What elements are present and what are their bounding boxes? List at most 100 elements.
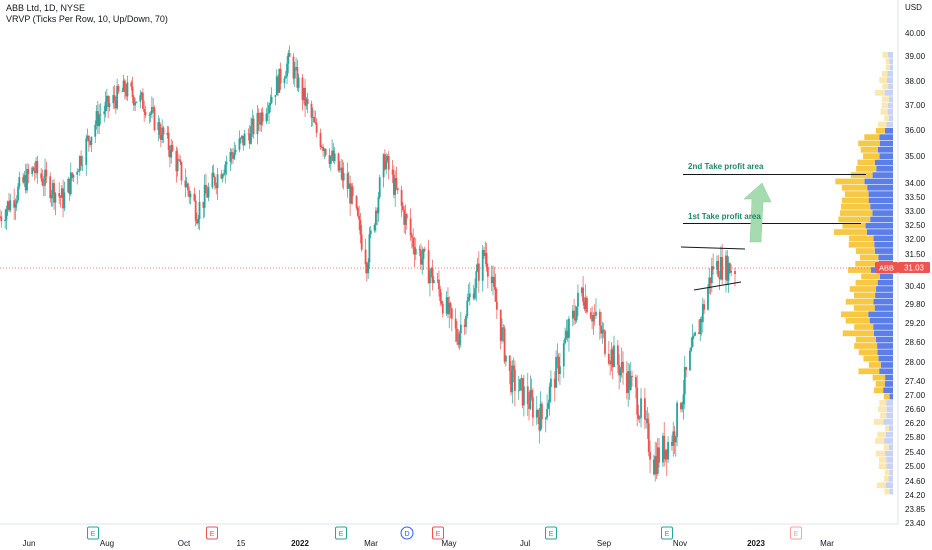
volume-profile-row (858, 349, 893, 356)
candle (385, 152, 388, 175)
volume-profile-row (854, 324, 893, 330)
volume-profile (833, 52, 893, 495)
candle (580, 286, 583, 297)
candle (647, 412, 650, 457)
candle (68, 178, 71, 201)
candle (721, 243, 724, 285)
indicator-title[interactable]: VRVP (Ticks Per Row, 10, Up/Down, 70) (6, 14, 168, 24)
price-tick-label: 25.80 (905, 433, 926, 442)
volume-profile-row (842, 222, 893, 229)
dividend-marker[interactable]: D (400, 526, 414, 540)
candle (400, 185, 403, 217)
tp2-label[interactable]: 2nd Take profit area (688, 162, 764, 171)
price-tick-label: 26.60 (905, 405, 926, 414)
candle (274, 95, 277, 106)
candle (230, 149, 233, 165)
candle (565, 319, 568, 341)
candle (486, 263, 489, 289)
volume-profile-row (842, 330, 893, 337)
candle (466, 293, 469, 319)
volume-profile-row (858, 140, 893, 147)
candle (221, 173, 224, 183)
earnings-marker[interactable]: E (790, 526, 802, 540)
volume-profile-row (880, 108, 893, 115)
candle (664, 449, 667, 463)
volume-profile-row (841, 197, 893, 204)
candle (591, 306, 594, 330)
candle (365, 261, 368, 282)
candle (676, 400, 678, 447)
volume-profile-row (875, 438, 893, 444)
volume-profile-row (841, 184, 893, 191)
volume-profile-row (882, 96, 893, 103)
earnings-marker[interactable]: E (206, 526, 218, 540)
candle (535, 396, 538, 425)
tp1-label[interactable]: 1st Take profit area (688, 212, 761, 221)
earnings-marker[interactable]: E (545, 526, 557, 540)
candle (691, 324, 694, 348)
wedge-upper-line[interactable] (680, 246, 746, 250)
candle (9, 194, 12, 213)
earnings-marker[interactable]: E (335, 526, 347, 540)
candle (23, 170, 26, 187)
candle (472, 285, 475, 301)
candle (116, 78, 119, 111)
candle (474, 278, 476, 301)
candle (386, 154, 389, 163)
candle (269, 94, 272, 113)
candle (211, 165, 214, 190)
candle (595, 298, 597, 320)
volume-profile-row (884, 469, 893, 476)
volume-profile-row (883, 393, 893, 400)
candle (547, 399, 550, 410)
up-arrow-icon[interactable] (743, 182, 772, 243)
candle (332, 143, 335, 163)
candle (481, 244, 484, 292)
candle (196, 212, 198, 225)
candle (412, 228, 415, 255)
earnings-marker[interactable]: E (432, 526, 444, 540)
candle (694, 331, 696, 337)
time-tick-label: Mar (364, 539, 378, 548)
earnings-marker[interactable]: E (87, 526, 99, 540)
candle (144, 105, 147, 119)
candle (140, 91, 143, 100)
price-tick-label: 34.00 (905, 179, 926, 188)
volume-profile-row (839, 210, 893, 216)
event-marker-label: D (404, 531, 409, 538)
volume-profile-row (854, 343, 893, 349)
earnings-marker[interactable]: E (661, 526, 673, 540)
candle (297, 73, 300, 93)
candle (440, 292, 443, 306)
time-axis[interactable]: Jun Aug Oct 15 2022 Mar May Jul Sep Nov 2023 Mar (23, 539, 835, 548)
candle (220, 169, 223, 180)
candle (638, 415, 641, 424)
candle (24, 163, 27, 194)
candle (328, 148, 331, 168)
candle (310, 100, 313, 128)
candle (520, 374, 523, 391)
wedge-lower-line[interactable] (693, 281, 742, 291)
price-tick-label: 32.00 (905, 235, 926, 244)
candle (573, 299, 575, 326)
candle (441, 300, 444, 318)
time-tick-label: Aug (100, 539, 114, 548)
price-axis[interactable]: 40.00 39.00 38.00 37.00 36.00 35.00 34.00 33.50… (905, 29, 926, 528)
volume-profile-row (882, 70, 893, 77)
candle (229, 147, 232, 171)
symbol-title[interactable]: ABB Ltd, 1D, NYSE (6, 3, 86, 13)
candle (450, 307, 453, 332)
candle (649, 440, 651, 474)
candle (319, 128, 322, 150)
candle (672, 421, 675, 457)
candle (104, 91, 107, 118)
candle (730, 264, 733, 277)
candle (268, 102, 270, 125)
candle (708, 267, 711, 294)
candle (658, 438, 660, 468)
candle (378, 174, 381, 200)
candle (655, 442, 658, 480)
candle (139, 90, 142, 108)
candle (662, 432, 664, 468)
